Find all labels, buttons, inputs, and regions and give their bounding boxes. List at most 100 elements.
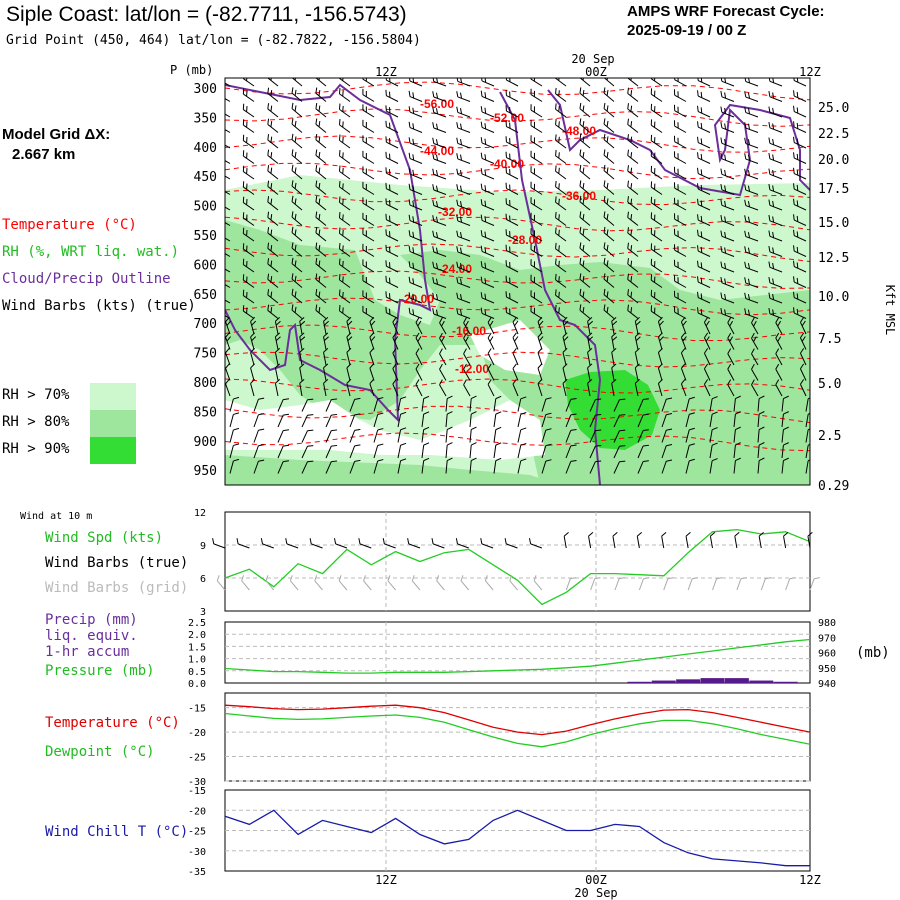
precip-tick-label: 0.0 [188, 679, 206, 690]
pressure-label: 550 [194, 229, 217, 244]
wind-barb [505, 260, 519, 273]
wind-barb [291, 304, 303, 319]
wind-barb [697, 245, 711, 257]
height-label: 15.0 [818, 216, 849, 231]
pressure-label: 650 [194, 288, 217, 303]
wind-barb [709, 458, 718, 474]
wind-barb [720, 307, 735, 319]
wind-barb [530, 166, 543, 180]
wind-barb [225, 187, 231, 195]
wind-barb [225, 203, 231, 211]
legend-wind-speed: Wind Spd (kts) [45, 530, 163, 546]
wind-barb [325, 460, 338, 474]
model-grid-label: Model Grid ΔX: [2, 126, 111, 143]
wind-barb [408, 183, 423, 195]
wind-barb-grid [509, 575, 518, 591]
wind-barb [637, 413, 649, 428]
isotherm-line [225, 243, 810, 262]
wind-barb [338, 88, 351, 102]
wind-barb [315, 273, 327, 288]
wind-barb-true [431, 538, 445, 549]
wind-barb [274, 332, 281, 350]
wind-barb [650, 274, 663, 288]
wind-barb [432, 230, 447, 242]
top-date-label: 20 Sep [571, 52, 614, 66]
wind-barb [579, 87, 591, 102]
wind-barb [793, 245, 807, 257]
wind-barb [579, 78, 591, 87]
legend-rh70: RH > 70% [2, 387, 70, 403]
wind-barb [369, 332, 376, 350]
wind-barb [589, 429, 602, 443]
wind-barb [225, 141, 231, 149]
wind-barb-true [260, 538, 274, 549]
wind-barb-grid [638, 577, 650, 591]
top-time-ticks: 12Z 00Z 12Z [375, 65, 821, 79]
wind-barb [627, 242, 639, 257]
wind-barb [456, 215, 471, 226]
wind-barb [505, 213, 519, 226]
wind-barb [587, 363, 593, 381]
wind-barb [673, 120, 687, 133]
wind-barb [768, 199, 783, 211]
wind-barb [480, 276, 495, 288]
wind-barb [744, 261, 759, 273]
wind-barb [242, 227, 255, 242]
wind-barb [299, 347, 305, 366]
wind-barb [751, 317, 759, 335]
wind-barb [744, 277, 759, 288]
wind-barb-grid [565, 577, 577, 591]
wind-barb [301, 398, 314, 412]
wind-barb [291, 273, 303, 288]
pressure-label: 450 [194, 170, 217, 185]
wind-barb [373, 397, 384, 412]
dry-region-2 [470, 320, 550, 375]
wind-barb [415, 363, 423, 381]
forecast-cycle-value: 2025-09-19 / 00 Z [627, 22, 747, 39]
wind-barb [650, 227, 663, 242]
wind-barb [480, 183, 495, 195]
wind-barb [579, 102, 591, 118]
wind-barb [657, 332, 664, 350]
wind-barb [325, 444, 338, 459]
wind-barb [744, 215, 759, 226]
wind-barb [530, 212, 543, 226]
wind-barb [277, 429, 290, 443]
pressure-tick-label: 960 [818, 649, 836, 660]
pressure-label: 950 [194, 464, 217, 479]
wind-barb [720, 261, 735, 273]
wind-barb [768, 245, 783, 257]
wind-barb [530, 181, 543, 195]
wind-barb [315, 180, 327, 195]
legend-rh90: RH > 90% [2, 441, 70, 457]
wind-barb [555, 118, 567, 133]
wind-barb [603, 226, 615, 242]
wind-barb [613, 445, 626, 459]
wind-barb [775, 379, 783, 397]
wind-barb [627, 180, 639, 195]
precip-tick-label: 2.5 [188, 618, 206, 629]
wind-barb [793, 229, 807, 242]
wind-barb [697, 214, 711, 226]
wind-chill-line [224, 809, 810, 867]
pressure-label: 850 [194, 405, 217, 420]
bottom-date-label: 20 Sep [574, 886, 617, 900]
wind-barb-grid [614, 577, 625, 591]
wind-barb [562, 347, 568, 366]
wind-barb [480, 106, 495, 118]
wind-barb [727, 348, 735, 366]
wind-barb [627, 87, 639, 102]
wind-barb [291, 78, 303, 87]
wind-barb [362, 305, 375, 319]
wind-barb [267, 149, 279, 164]
wind-barb [385, 291, 399, 304]
isotherm-label: -48.00 [562, 124, 596, 138]
wind-barb [589, 398, 602, 412]
wind-barb [432, 91, 447, 102]
wind-barb-true [309, 538, 323, 549]
wind-barb [565, 413, 577, 428]
wind-barb [362, 166, 375, 180]
wind-barb [627, 273, 639, 288]
wind-barb [505, 89, 519, 102]
wind-barb [768, 121, 783, 133]
